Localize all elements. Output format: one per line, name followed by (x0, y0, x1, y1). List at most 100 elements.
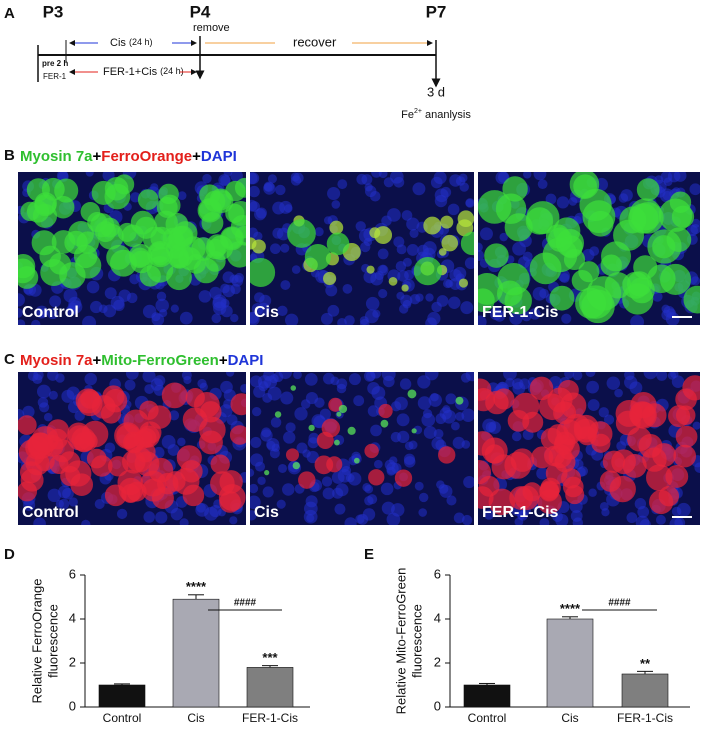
nucleus (599, 501, 609, 511)
nucleus (220, 298, 230, 308)
significance: **** (186, 579, 207, 594)
nucleus (465, 198, 474, 208)
panel-letter: C (4, 351, 15, 368)
nucleus (409, 228, 419, 238)
cell (104, 484, 127, 507)
cell (334, 439, 340, 446)
nucleus (464, 257, 474, 270)
nucleus (284, 313, 299, 325)
nucleus (570, 510, 583, 522)
nucleus (198, 290, 212, 303)
cell (573, 174, 597, 199)
nucleus (18, 319, 26, 325)
stain-name: DAPI (201, 148, 237, 165)
nucleus (380, 482, 394, 496)
nucleus (124, 379, 136, 391)
nucleus (258, 381, 269, 392)
nucleus (478, 242, 483, 252)
nucleus (290, 175, 302, 186)
cell (34, 194, 57, 217)
nucleus (302, 449, 311, 458)
image-label: Control (22, 504, 79, 521)
stain-name: FerroOrange (101, 148, 192, 165)
nucleus (690, 276, 700, 286)
step-label: Cis (110, 37, 126, 49)
nucleus (391, 462, 402, 474)
cell (458, 278, 469, 288)
nucleus (209, 286, 222, 300)
y-tick-label: 2 (434, 654, 441, 669)
cell (364, 443, 379, 459)
cell (478, 460, 492, 485)
y-axis-label: Relative FerroOrange (29, 579, 44, 704)
nucleus (55, 499, 64, 508)
micrograph (250, 372, 474, 525)
nucleus (402, 257, 412, 267)
nucleus (344, 517, 357, 525)
nucleus (371, 386, 386, 400)
nucleus (512, 378, 524, 390)
cell (218, 484, 246, 511)
nucleus (423, 425, 437, 439)
nucleus (383, 375, 395, 388)
cell (323, 271, 337, 286)
y-axis-label: fluorescence (45, 604, 60, 678)
nucleus (406, 243, 419, 256)
nucleus (404, 441, 414, 451)
cell (478, 288, 495, 313)
cell (156, 196, 178, 218)
nucleus (686, 224, 698, 237)
nucleus (572, 372, 583, 381)
step-time: (24 h) (129, 37, 153, 47)
nucleus (616, 441, 627, 451)
cell (378, 403, 393, 419)
nucleus (401, 210, 413, 221)
nucleus (676, 502, 691, 517)
nucleus (353, 395, 365, 407)
nucleus (406, 217, 420, 231)
nucleus (155, 511, 168, 524)
nucleus (529, 308, 541, 320)
nucleus (337, 179, 348, 190)
cell (304, 244, 331, 271)
cell (328, 397, 343, 412)
cell (627, 426, 652, 452)
nucleus (355, 221, 366, 232)
nucleus (418, 492, 429, 503)
nucleus (211, 313, 222, 324)
step-label: FER-1+Cis (103, 66, 158, 78)
cell (682, 375, 700, 401)
cell (411, 428, 417, 434)
cell (478, 431, 495, 456)
nucleus (250, 495, 261, 510)
nucleus (85, 172, 94, 177)
cell (336, 411, 342, 417)
nucleus (308, 432, 320, 444)
nucleus (431, 301, 442, 313)
nucleus (278, 463, 288, 473)
y-tick-label: 0 (434, 698, 441, 713)
nucleus (626, 512, 638, 524)
stain-name: + (93, 148, 102, 165)
cell (229, 425, 246, 445)
nucleus (250, 201, 260, 212)
step-time: (24 h) (160, 66, 184, 76)
nucleus (643, 372, 658, 380)
nucleus (356, 173, 368, 185)
panel-a: A P3 P4 P7 remove Cis (24 h) recover pre… (4, 2, 471, 120)
cell (292, 461, 300, 470)
nucleus (226, 414, 238, 426)
nucleus (262, 486, 274, 498)
nucleus (43, 412, 53, 422)
nucleus (260, 429, 273, 442)
nucleus (552, 511, 563, 522)
nucleus (327, 186, 341, 201)
bar (463, 684, 511, 708)
image-label: Control (22, 304, 79, 321)
bar (172, 598, 220, 708)
nucleus (378, 288, 388, 299)
cell (130, 210, 155, 235)
nucleus (283, 431, 296, 444)
cell (290, 385, 297, 391)
nucleus (370, 424, 382, 437)
